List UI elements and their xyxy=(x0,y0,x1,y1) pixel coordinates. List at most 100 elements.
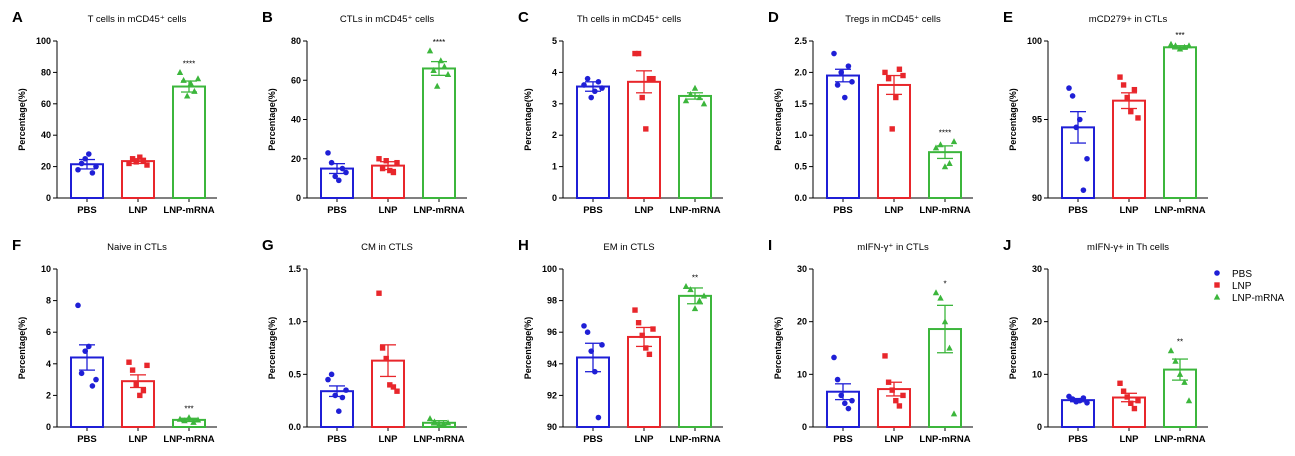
data-point xyxy=(93,376,99,383)
y-tick-label: 1.0 xyxy=(288,317,301,327)
x-tick-label: LNP xyxy=(1120,434,1140,445)
data-point xyxy=(581,82,587,88)
y-axis-label: Percentage(%) xyxy=(267,317,277,380)
data-point xyxy=(842,400,848,407)
data-point xyxy=(700,100,708,107)
significance-label: **** xyxy=(433,38,445,47)
data-point xyxy=(834,82,841,88)
panel-label: F xyxy=(12,237,21,254)
data-point xyxy=(1167,347,1175,354)
data-point xyxy=(635,320,642,326)
data-point xyxy=(137,154,143,160)
data-point xyxy=(592,88,598,95)
y-tick-label: 60 xyxy=(291,75,301,85)
data-point xyxy=(434,82,441,89)
y-tick-label: 90 xyxy=(1032,193,1042,203)
y-tick-label: 20 xyxy=(1032,317,1042,327)
panel-title: Th cells in mCD45⁺ cells xyxy=(577,14,682,25)
data-point xyxy=(849,79,855,85)
bar xyxy=(172,85,206,199)
y-tick-label: 20 xyxy=(41,162,51,172)
data-point xyxy=(946,160,953,167)
y-tick-label: 94 xyxy=(547,359,557,369)
data-point xyxy=(75,302,81,309)
y-tick-label: 40 xyxy=(41,130,51,140)
panel-f: F Naive in CTLs Percentage(%) 0 2 4 6 8 10 PBS LNP… xyxy=(12,237,217,445)
significance-label: *** xyxy=(1175,31,1184,40)
panel-title: CM in CTLS xyxy=(361,242,413,253)
data-point xyxy=(646,351,653,358)
data-point xyxy=(592,368,598,375)
data-point xyxy=(1124,94,1130,101)
x-tick-label: LNP-mRNA xyxy=(669,205,720,216)
data-point xyxy=(581,323,587,329)
panel-label: J xyxy=(1003,237,1011,254)
data-point xyxy=(187,79,194,86)
x-tick-label: LNP xyxy=(635,434,655,445)
data-point xyxy=(896,403,903,409)
data-point xyxy=(328,371,335,378)
data-point xyxy=(838,392,844,399)
panel-label: E xyxy=(1003,9,1013,26)
panel-g: G CM in CTLS Percentage(%) 0.0 0.5 1.0 1.5 PBS L… xyxy=(262,237,467,445)
y-tick-label: 0.5 xyxy=(794,162,807,172)
x-tick-label: LNP-mRNA xyxy=(413,434,464,445)
x-tick-label: PBS xyxy=(327,434,347,445)
y-tick-label: 80 xyxy=(41,67,51,77)
data-point xyxy=(444,419,452,426)
data-point xyxy=(1185,42,1193,49)
data-point xyxy=(687,90,694,97)
x-tick-label: LNP xyxy=(1120,205,1140,216)
y-tick-label: 0 xyxy=(552,193,557,203)
data-point xyxy=(882,353,888,359)
x-tick-label: PBS xyxy=(1068,205,1088,216)
legend-marker xyxy=(1214,282,1220,288)
panel-title: EM in CTLS xyxy=(603,242,654,253)
data-point xyxy=(889,387,895,393)
y-axis-label: Percentage(%) xyxy=(523,317,533,380)
data-point xyxy=(831,50,837,57)
x-tick-label: PBS xyxy=(77,205,97,216)
data-point xyxy=(325,150,331,156)
error-bar xyxy=(937,304,953,354)
data-point xyxy=(379,165,386,172)
data-point xyxy=(682,97,690,104)
y-tick-label: 1.5 xyxy=(794,99,807,109)
panel-label: B xyxy=(262,9,273,26)
data-point xyxy=(1120,82,1127,88)
data-point xyxy=(387,167,393,174)
x-tick-label: LNP-mRNA xyxy=(669,434,720,445)
y-tick-label: 0.0 xyxy=(794,193,807,203)
data-point xyxy=(383,355,389,362)
data-point xyxy=(343,169,349,176)
x-tick-label: LNP-mRNA xyxy=(1154,205,1205,216)
x-tick-label: LNP xyxy=(379,434,399,445)
data-point xyxy=(394,159,400,166)
y-tick-label: 4 xyxy=(552,67,557,77)
y-tick-label: 2 xyxy=(46,390,51,400)
y-tick-label: 0 xyxy=(1037,422,1042,432)
data-point xyxy=(180,76,187,83)
x-tick-label: PBS xyxy=(583,205,603,216)
data-point xyxy=(133,381,139,388)
data-point xyxy=(1176,45,1184,52)
data-point xyxy=(1066,85,1072,91)
data-point xyxy=(191,87,198,94)
data-point xyxy=(599,85,605,91)
panel-d: D Tregs in mCD45⁺ cells Percentage(%) 0.0 0.… xyxy=(768,9,973,216)
y-tick-label: 2.0 xyxy=(794,67,807,77)
data-point xyxy=(1135,115,1141,121)
data-point xyxy=(1131,405,1138,412)
data-point xyxy=(1117,74,1123,80)
data-point xyxy=(1181,43,1188,50)
data-point xyxy=(332,173,339,180)
data-point xyxy=(937,141,944,148)
y-tick-label: 0 xyxy=(46,193,51,203)
data-point xyxy=(932,144,940,151)
y-tick-label: 3 xyxy=(552,99,557,109)
data-point xyxy=(89,383,96,389)
